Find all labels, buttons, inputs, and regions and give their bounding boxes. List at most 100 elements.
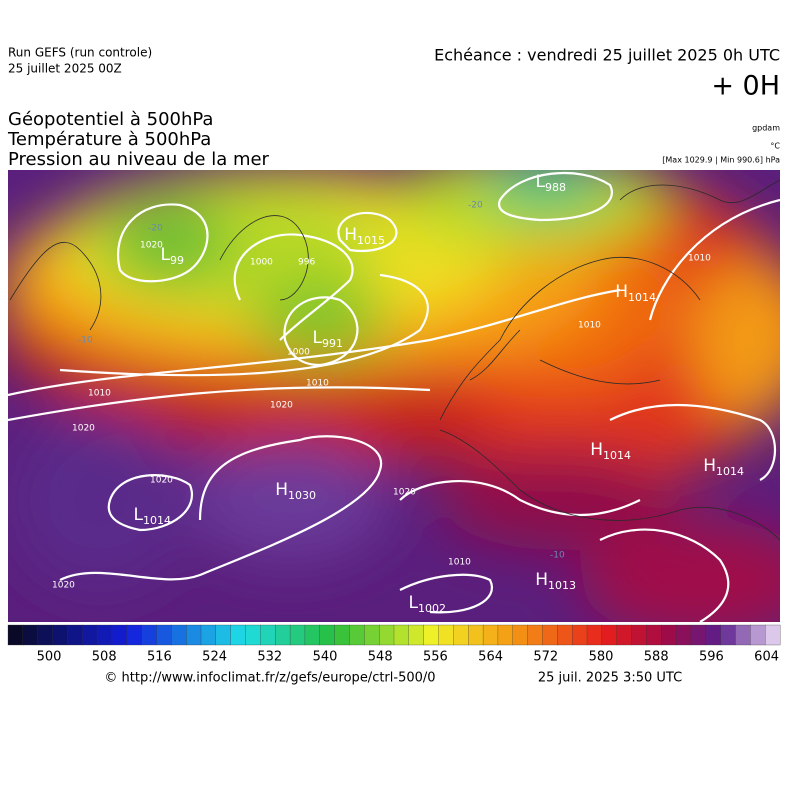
unit: [Max 1029.9 | Min 990.6] hPa [662,156,780,165]
center-value: 1014 [603,449,631,462]
colorbar-label: 532 [257,650,282,665]
colorbar-cell [423,624,439,646]
colorbar-label: 540 [313,650,338,665]
center-value: 988 [545,181,566,194]
colorbar-label: 556 [423,650,448,665]
isobar-label: 1010 [578,321,601,331]
isobar-label: 1020 [140,241,163,251]
center-letter: L [409,593,419,613]
colorbar-cell [289,624,306,646]
colorbar-cell [765,624,781,646]
colorbar-label: 500 [37,650,62,665]
isobar-label: 1020 [150,476,173,486]
colorbar-cell [230,624,246,646]
center-letter: H [275,480,288,500]
colorbar-cell [349,624,365,646]
colorbar-cell [141,624,157,646]
center-value: 1030 [288,489,316,502]
colorbar-cell [750,624,766,646]
isobar-label: 1020 [52,581,75,591]
colorbar-cell [37,624,53,646]
colorbar-cell [468,624,484,646]
colorbar-label: 588 [644,650,669,665]
unit: °C [770,142,780,151]
center-letter: L [313,328,323,348]
colorbar-cell [675,624,692,646]
temp-label: -20 [468,201,483,211]
colorbar-cell [572,624,588,646]
colorbar-cell [646,624,662,646]
colorbar-cell [275,624,291,646]
isobar-label: 1000 [250,258,273,268]
colorbar-cell [156,624,172,646]
center-value: 1002 [418,602,446,615]
field: Géopotentiel à 500hPa [8,109,213,130]
colorbar-label: 580 [589,650,614,665]
map [8,170,780,622]
colorbar-cell [542,624,558,646]
colorbar-cell [705,624,722,646]
colorbar-cell [96,624,113,646]
isobar-label: 1020 [270,401,293,411]
unit: gpdam [752,124,780,133]
colorbar-cell [7,624,24,646]
center-letter: H [344,225,357,245]
colorbar-cell [200,624,217,646]
center-value: 1014 [628,291,656,304]
colorbar-cell [408,624,425,646]
run-date: 25 juillet 2025 00Z [8,62,122,76]
colorbar-cell [186,624,202,646]
colorbar-cell [720,624,736,646]
colorbar-label: 604 [754,650,779,665]
colorbar-cell [215,624,232,646]
temp-label: -10 [78,336,93,346]
center-letter: L [161,245,171,265]
colorbar-cell [379,624,395,646]
temp-label: -10 [550,551,565,561]
colorbar-label: 508 [92,650,117,665]
colorbar-cell [22,624,39,646]
colorbar-cell [67,624,83,646]
colorbar-cell [52,624,68,646]
colorbar [7,624,781,646]
center-value: 1014 [716,465,744,478]
isobar-label: 1010 [448,558,471,568]
lead-time: + 0H [711,71,780,102]
colorbar-cell [245,624,261,646]
colorbar-cell [661,624,677,646]
center-letter: L [134,505,144,525]
center-letter: H [703,456,716,476]
colorbar-label: 564 [478,650,503,665]
colorbar-label: 524 [202,650,227,665]
center-letter: H [615,282,628,302]
colorbar-cell [171,624,187,646]
colorbar-cell [260,624,276,646]
colorbar-cell [735,624,751,646]
colorbar-cell [586,624,603,646]
colorbar-cell [557,624,573,646]
colorbar-cell [690,624,707,646]
colorbar-cell [631,624,647,646]
colorbar-cell [319,624,336,646]
colorbar-label: 572 [533,650,558,665]
colorbar-cell [126,624,143,646]
run: Run GEFS (run controle) [8,46,152,60]
colorbar-cell [438,624,454,646]
valid-time: Echéance : vendredi 25 juillet 2025 0h U… [434,46,780,65]
colorbar-label: 516 [147,650,172,665]
isobar-label: 1020 [72,424,95,434]
isobar-label: 1000 [287,348,310,358]
colorbar-label: 596 [699,650,724,665]
isobar-label: 1010 [688,254,711,264]
colorbar-cell [334,624,350,646]
colorbar-cell [111,624,128,646]
center-value: 99 [170,254,184,267]
center-value: 1015 [357,234,385,247]
colorbar-cell [82,624,98,646]
center-value: 1013 [548,579,576,592]
temp-label: -20 [148,224,163,234]
colorbar-cell [497,624,514,646]
center-letter: H [590,440,603,460]
colorbar-cell [527,624,543,646]
